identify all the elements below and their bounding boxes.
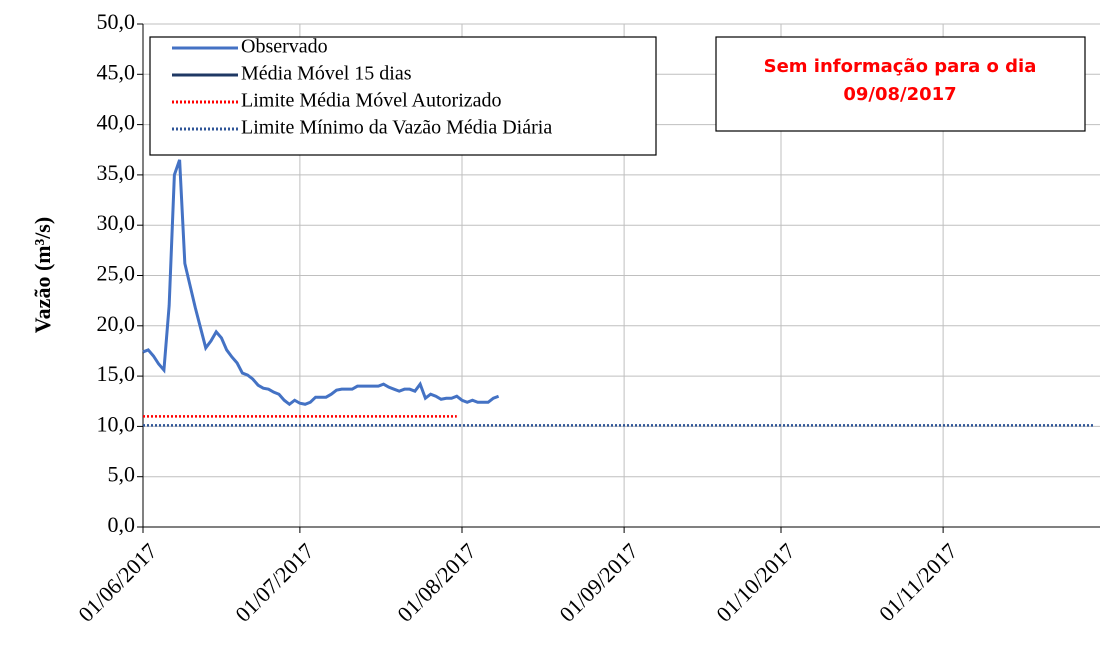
y-tick-label: 40,0 [97,110,136,135]
y-axis-label: Vazão (m³/s) [30,217,55,333]
y-tick-label: 10,0 [97,411,136,436]
legend-label: Limite Média Móvel Autorizado [241,90,502,112]
y-tick-label: 30,0 [97,210,136,235]
legend-label: Limite Mínimo da Vazão Média Diária [241,117,552,139]
y-tick-label: 15,0 [97,361,136,386]
legend-label: Média Móvel 15 dias [241,63,412,85]
y-tick-label: 35,0 [97,160,136,185]
y-tick-label: 5,0 [108,462,136,487]
y-tick-label: 45,0 [97,59,136,84]
x-tick-label: 01/10/2017 [711,538,800,627]
annotation: 09/08/2017 [843,84,956,105]
x-tick-label: 01/11/2017 [874,538,962,626]
y-tick-label: 25,0 [97,261,136,286]
annotation-box [715,36,1086,132]
y-tick-label: 20,0 [97,311,136,336]
y-tick-label: 50,0 [97,9,136,34]
annotation: Sem informação para o dia [764,56,1037,77]
x-tick-label: 01/06/2017 [73,538,162,627]
series-line [142,159,500,407]
legend-box [149,36,657,156]
x-tick-label: 01/07/2017 [230,538,319,627]
x-tick-label: 01/08/2017 [392,538,481,627]
x-tick-label: 01/09/2017 [554,538,643,627]
legend-label: Observado [241,36,328,58]
y-tick-label: 0,0 [108,512,136,537]
